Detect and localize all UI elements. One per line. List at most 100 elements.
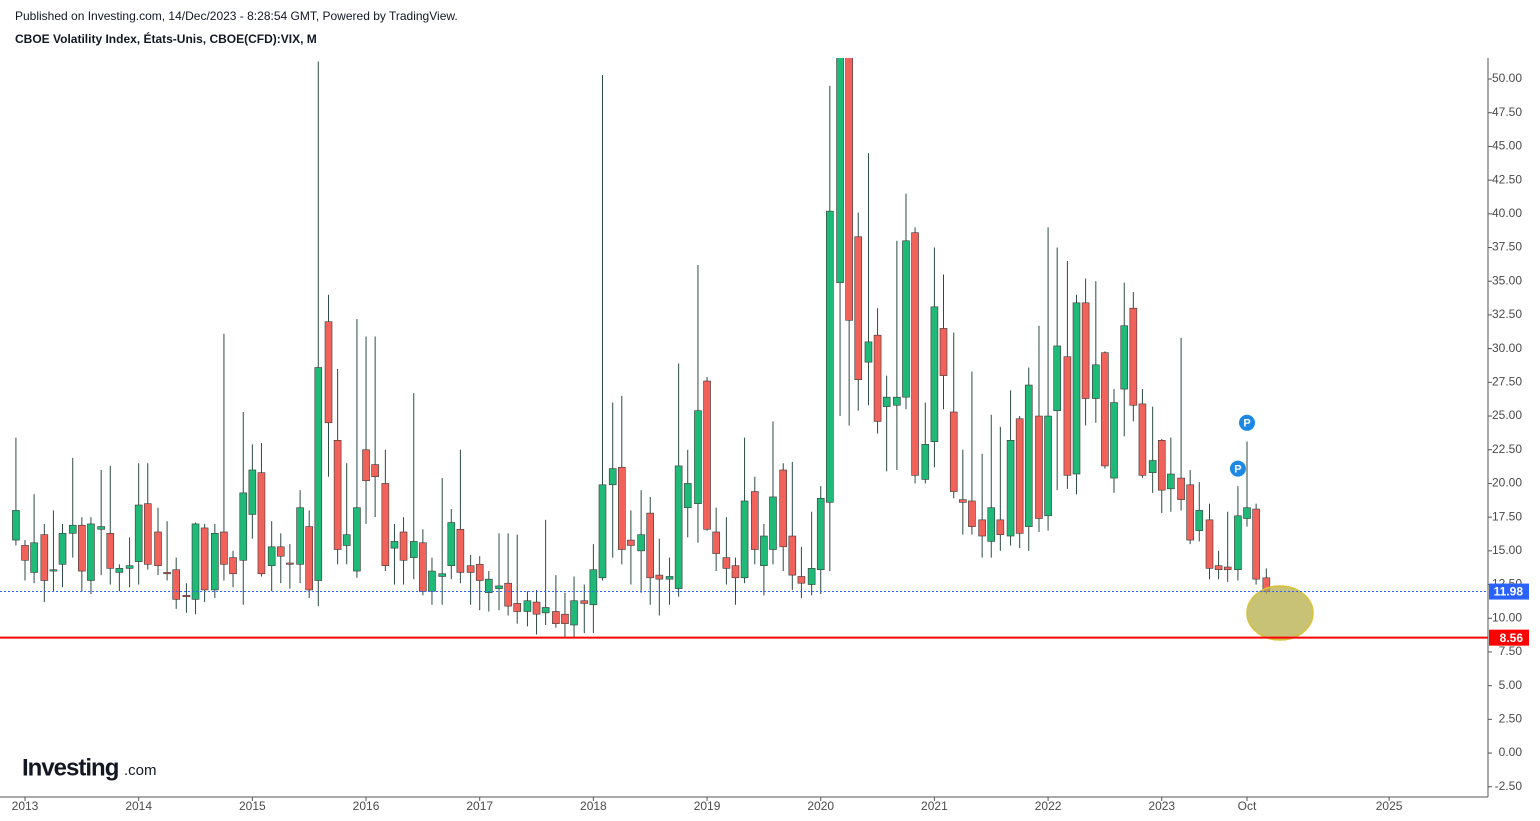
candle-body: [703, 380, 711, 530]
candle-body: [740, 500, 749, 579]
candle-body: [779, 469, 788, 548]
y-tick-label: 30.00: [1492, 341, 1522, 355]
candle-body: [305, 526, 313, 591]
candle-body: [694, 410, 702, 504]
event-marker-label: P: [1243, 418, 1250, 430]
y-tick-label: 32.50: [1492, 307, 1522, 321]
y-tick-label: 47.50: [1492, 105, 1522, 119]
candle-body: [959, 499, 967, 503]
y-tick-label: 10.00: [1492, 610, 1522, 624]
candle-body: [570, 600, 578, 626]
y-tick-label: 45.00: [1492, 139, 1522, 153]
candle-body: [97, 526, 105, 530]
candle-body: [598, 484, 607, 579]
candle-body: [1035, 415, 1043, 519]
y-tick-label: 37.50: [1492, 240, 1522, 254]
candle-body: [1252, 508, 1260, 580]
candle-body: [760, 535, 768, 566]
candle-body: [1110, 402, 1118, 479]
x-tick-label: 2015: [239, 799, 266, 813]
candle-body: [797, 576, 806, 584]
candle-body: [276, 546, 285, 557]
x-tick-label: Oct: [1238, 799, 1257, 813]
candle-body: [996, 519, 1005, 535]
candle-body: [769, 496, 777, 550]
price-label: 8.56: [1500, 631, 1524, 645]
candle-body: [580, 600, 589, 604]
x-tick-label: 2023: [1148, 799, 1175, 813]
candle-body: [978, 519, 986, 537]
candle-body: [712, 531, 720, 554]
candle-body: [239, 492, 248, 561]
candle-body: [257, 472, 266, 575]
candle-body: [968, 500, 976, 527]
y-tick-label: 0.00: [1499, 745, 1523, 759]
candle-body: [1015, 418, 1024, 534]
candle-body: [1148, 460, 1157, 473]
candle-body: [1243, 507, 1251, 519]
y-tick-label: 25.00: [1492, 408, 1522, 422]
candle-body: [1101, 352, 1109, 467]
y-tick-label: 15.00: [1492, 543, 1522, 557]
event-marker: [1229, 460, 1246, 477]
price-label: 11.98: [1494, 585, 1524, 599]
candle-body: [807, 568, 816, 585]
candle-body: [646, 512, 655, 579]
candle-body: [1053, 345, 1061, 411]
candle-body: [1195, 510, 1204, 531]
candle-body: [125, 565, 134, 569]
candle-body: [78, 524, 86, 572]
candle-body: [362, 449, 370, 482]
candle-body: [873, 334, 882, 422]
candle-body: [949, 411, 958, 492]
price-label-box: [1489, 583, 1529, 600]
candle-body: [456, 528, 465, 573]
candle-body: [750, 491, 759, 550]
candle-body: [399, 531, 408, 561]
candle-body: [296, 507, 304, 565]
highlight-ellipse: [1246, 585, 1314, 641]
y-tick-label: 40.00: [1492, 206, 1522, 220]
candle-body: [154, 531, 162, 566]
candle-body: [731, 565, 740, 579]
candle-body: [1072, 302, 1081, 475]
candle-body: [893, 396, 901, 406]
x-tick-label: 2025: [1376, 799, 1403, 813]
candle-body: [902, 240, 910, 398]
candle-body: [561, 613, 569, 624]
candle-body: [921, 444, 930, 480]
candle-body: [1177, 477, 1185, 500]
candle-body: [87, 523, 95, 581]
candle-body: [134, 504, 143, 562]
candle-body: [864, 341, 873, 363]
candle-body: [930, 306, 939, 442]
candle-body: [428, 570, 436, 592]
candle-body: [1081, 302, 1090, 399]
x-tick-label: 2019: [694, 799, 721, 813]
candle-body: [1120, 325, 1129, 390]
x-tick-label: 2013: [12, 799, 39, 813]
candle-body: [371, 464, 379, 478]
x-tick-label: 2022: [1035, 799, 1062, 813]
y-tick-label: 42.50: [1492, 172, 1522, 186]
candle-body: [475, 564, 484, 581]
candle-body: [68, 524, 77, 534]
candle-body: [1129, 307, 1138, 406]
candle-body: [845, 58, 853, 321]
candle-body: [30, 542, 38, 573]
candle-body: [788, 535, 797, 576]
candle-body: [1138, 403, 1147, 476]
candle-body: [182, 595, 191, 597]
candle-body: [1024, 384, 1033, 527]
candle-body: [911, 232, 919, 476]
candle-body: [1186, 484, 1194, 541]
candle-body: [342, 534, 351, 546]
candle-body: [324, 321, 333, 424]
plot-area: [12, 58, 1271, 638]
candle-body: [1063, 356, 1072, 476]
candle-body: [286, 562, 294, 565]
candle-body: [353, 507, 361, 572]
x-tick-label: 2017: [466, 799, 493, 813]
candle-body: [1044, 415, 1052, 517]
candle-body: [495, 585, 503, 589]
